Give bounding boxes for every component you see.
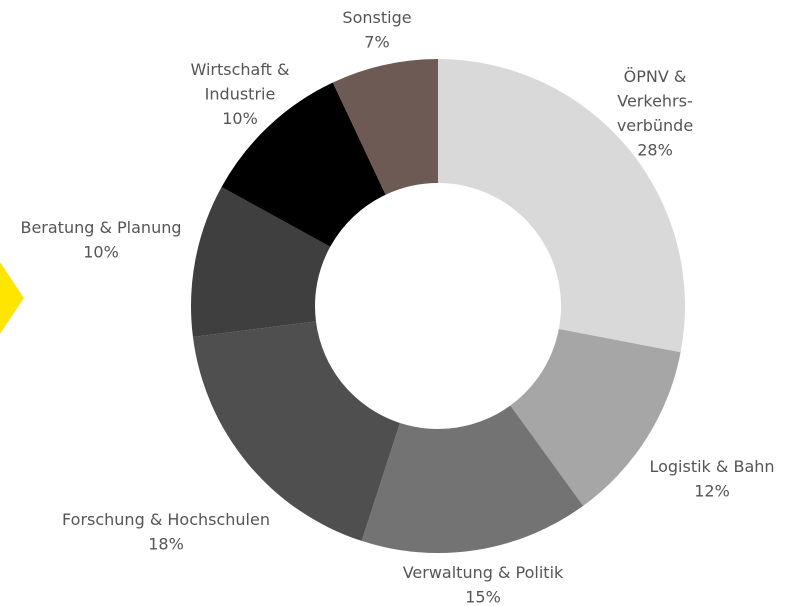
- slice-label: Forschung & Hochschulen 18%: [62, 510, 270, 554]
- label-line: Sonstige: [342, 8, 411, 27]
- label-line: Logistik & Bahn: [649, 457, 774, 476]
- label-line: Verwaltung & Politik: [403, 563, 564, 582]
- label-line: verbünde: [617, 116, 693, 135]
- label-line: Wirtschaft &: [190, 60, 289, 79]
- slice-label: Wirtschaft & Industrie 10%: [190, 60, 289, 128]
- donut-slice: [332, 59, 438, 195]
- label-line: ÖPNV &: [624, 67, 687, 86]
- label-line: Industrie: [205, 84, 276, 103]
- slice-label: Logistik & Bahn 12%: [649, 457, 774, 501]
- donut-slice: [438, 59, 685, 353]
- label-line: Verkehrs-: [617, 91, 693, 110]
- value-label: 10%: [83, 242, 119, 261]
- donut-slice: [510, 329, 681, 506]
- value-label: 10%: [222, 109, 258, 128]
- donut-slice: [361, 405, 584, 553]
- value-label: 7%: [364, 32, 389, 51]
- donut-slice: [191, 187, 331, 337]
- donut-slice: [221, 82, 386, 247]
- value-label: 28%: [637, 140, 673, 159]
- slice-label: Sonstige 7%: [342, 8, 411, 52]
- value-label: 15%: [465, 587, 501, 606]
- slice-label: Verwaltung & Politik 15%: [403, 563, 564, 606]
- slice-label: Beratung & Planung 10%: [20, 218, 181, 262]
- value-label: 18%: [148, 534, 184, 553]
- label-line: Beratung & Planung: [20, 218, 181, 237]
- decor-arrow: [0, 262, 24, 334]
- label-line: Forschung & Hochschulen: [62, 510, 270, 529]
- value-label: 12%: [694, 481, 730, 500]
- donut-slice: [192, 321, 400, 541]
- slice-label: ÖPNV & Verkehrs-verbünde 28%: [617, 67, 693, 160]
